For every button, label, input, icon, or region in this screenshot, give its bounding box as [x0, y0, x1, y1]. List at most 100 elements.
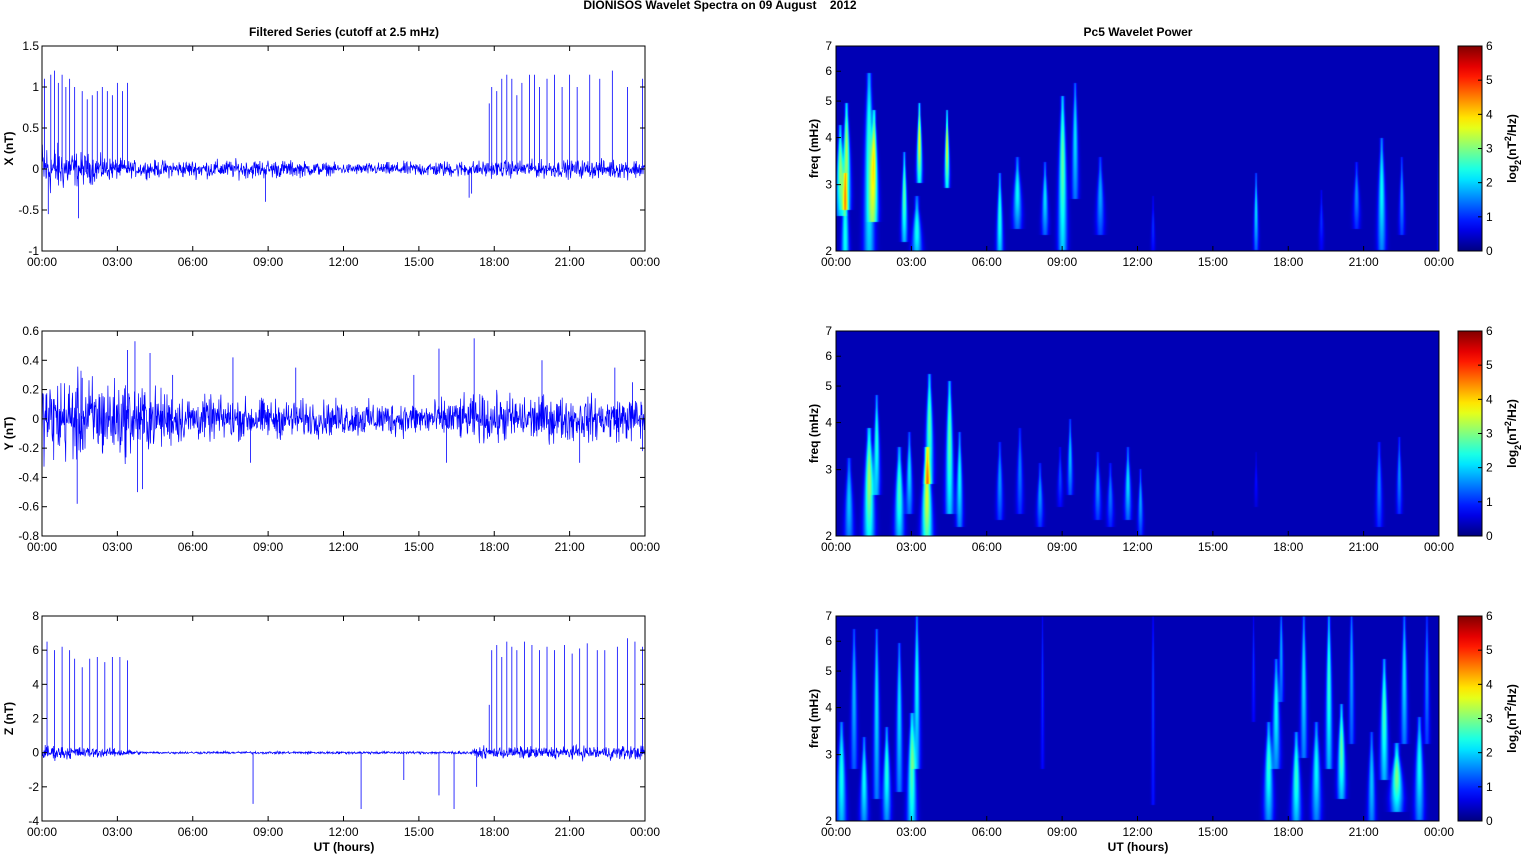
x-tick-label: 15:00: [404, 255, 434, 269]
x-tick-label: 15:00: [404, 825, 434, 839]
y-tick-label: 7: [825, 609, 832, 623]
colorbar-tick-label: 3: [1486, 142, 1493, 156]
series-panel-1: -1 -0.5 0 0.5 1 1.5 00:00 03:00 06:00 09:00 12:00 1…: [2, 39, 660, 269]
colorbar-tick-label: 1: [1486, 780, 1493, 794]
x-tick-label: 00:00: [27, 540, 57, 554]
x-tick-label: 00:00: [821, 540, 851, 554]
y-axis-label: freq (mHz): [807, 119, 821, 178]
x-tick-label: 09:00: [253, 255, 283, 269]
x-tick-label: 15:00: [404, 540, 434, 554]
y-tick-label: 3: [825, 463, 832, 477]
x-tick-label: 00:00: [630, 255, 660, 269]
colorbar: 0 1 2 3 4 5 6 log2(nT2/Hz): [1457, 39, 1521, 258]
x-tick-label: 15:00: [1198, 825, 1228, 839]
y-axis-label: X (nT): [2, 132, 16, 166]
y-axis-label: freq (mHz): [807, 404, 821, 463]
x-tick-label: 12:00: [1122, 255, 1152, 269]
y-tick-label: -0.2: [18, 441, 39, 455]
y-tick-label: 6: [825, 349, 832, 363]
y-tick-label: 1.5: [22, 39, 39, 53]
y-tick-label: 0.4: [22, 353, 39, 367]
y-tick-label: 6: [825, 634, 832, 648]
wavelet-panel-3: 2 3 4 5 6 7 00:00 03:00 06:00 09:00 12:00 15:00 18:0…: [807, 609, 1521, 839]
colorbar-tick-label: 4: [1486, 677, 1493, 691]
heatmap-canvas: [836, 616, 1439, 821]
x-tick-label: 06:00: [972, 540, 1002, 554]
y-tick-label: -0.5: [18, 203, 39, 217]
series-panel-3: -4 -2 0 2 4 6 8 00:00 03:00 06:00 09:00 12:00 15:00 1…: [2, 609, 660, 839]
x-tick-label: 00:00: [27, 255, 57, 269]
colorbar-tick-label: 1: [1486, 495, 1493, 509]
y-tick-label: 4: [825, 416, 832, 430]
y-tick-label: 1: [32, 80, 39, 94]
colorbar-tick-label: 6: [1486, 324, 1493, 338]
x-tick-label: 00:00: [27, 825, 57, 839]
x-tick-label: 21:00: [1349, 825, 1379, 839]
x-tick-label: 03:00: [896, 825, 926, 839]
x-tick-label: 15:00: [1198, 540, 1228, 554]
x-tick-label: 09:00: [1047, 825, 1077, 839]
y-axis-label: Y (nT): [2, 417, 16, 451]
y-tick-label: 0: [32, 412, 39, 426]
y-tick-label: 0.6: [22, 324, 39, 338]
x-tick-label: 18:00: [1273, 540, 1303, 554]
x-tick-label: 03:00: [102, 825, 132, 839]
y-tick-label: 2: [32, 712, 39, 726]
y-tick-label: 3: [825, 748, 832, 762]
colorbar-tick-label: 3: [1486, 427, 1493, 441]
y-tick-label: 4: [825, 701, 832, 715]
x-tick-label: 06:00: [178, 255, 208, 269]
x-tick-label: 03:00: [102, 255, 132, 269]
colorbar-tick-label: 5: [1486, 73, 1493, 87]
colorbar-tick-label: 5: [1486, 358, 1493, 372]
series-trace: [42, 743, 645, 762]
x-tick-label: 18:00: [1273, 255, 1303, 269]
colorbar-tick-label: 2: [1486, 461, 1493, 475]
colorbar-label: log2(nT2/Hz): [1503, 684, 1521, 753]
x-tick-label: 00:00: [630, 540, 660, 554]
x-tick-label: 21:00: [555, 825, 585, 839]
x-tick-label: 06:00: [178, 540, 208, 554]
y-tick-label: 4: [32, 677, 39, 691]
x-tick-label: 00:00: [821, 825, 851, 839]
heatmap-canvas: [836, 331, 1439, 536]
y-tick-label: 6: [32, 643, 39, 657]
colorbar-tick-label: 6: [1486, 39, 1493, 53]
y-tick-label: 3: [825, 178, 832, 192]
y-axis-label: freq (mHz): [807, 689, 821, 748]
colorbar-tick-label: 2: [1486, 176, 1493, 190]
series-trace: [42, 142, 645, 194]
colorbar-tick-label: 0: [1486, 529, 1493, 543]
x-tick-label: 03:00: [896, 255, 926, 269]
heatmap-image: [836, 46, 1439, 251]
y-tick-label: 0: [32, 746, 39, 760]
left-x-axis-label: UT (hours): [314, 840, 375, 854]
y-tick-label: 7: [825, 39, 832, 53]
colorbar-tick-label: 3: [1486, 712, 1493, 726]
x-tick-label: 00:00: [1424, 540, 1454, 554]
colorbar-tick-label: 4: [1486, 107, 1493, 121]
colorbar-tick-label: 0: [1486, 814, 1493, 828]
y-tick-label: 5: [825, 664, 832, 678]
colorbar-label: log2(nT2/Hz): [1503, 114, 1521, 183]
x-tick-label: 18:00: [479, 255, 509, 269]
figure-title: DIONISOS Wavelet Spectra on 09 August 20…: [583, 0, 857, 12]
y-tick-label: -2: [28, 780, 39, 794]
right-column-title: Pc5 Wavelet Power: [1084, 25, 1193, 39]
y-tick-label: 0.5: [22, 121, 39, 135]
x-tick-label: 18:00: [479, 825, 509, 839]
y-tick-label: -0.8: [18, 529, 39, 543]
colorbar-tick-label: 5: [1486, 643, 1493, 657]
x-tick-label: 12:00: [1122, 540, 1152, 554]
x-tick-label: 00:00: [1424, 825, 1454, 839]
x-tick-label: 21:00: [1349, 255, 1379, 269]
y-tick-label: 7: [825, 324, 832, 338]
y-tick-label: 2: [825, 244, 832, 258]
colorbar-tick-label: 6: [1486, 609, 1493, 623]
x-tick-label: 21:00: [1349, 540, 1379, 554]
x-tick-label: 18:00: [479, 540, 509, 554]
x-tick-label: 03:00: [896, 540, 926, 554]
x-tick-label: 09:00: [253, 825, 283, 839]
y-tick-label: 8: [32, 609, 39, 623]
